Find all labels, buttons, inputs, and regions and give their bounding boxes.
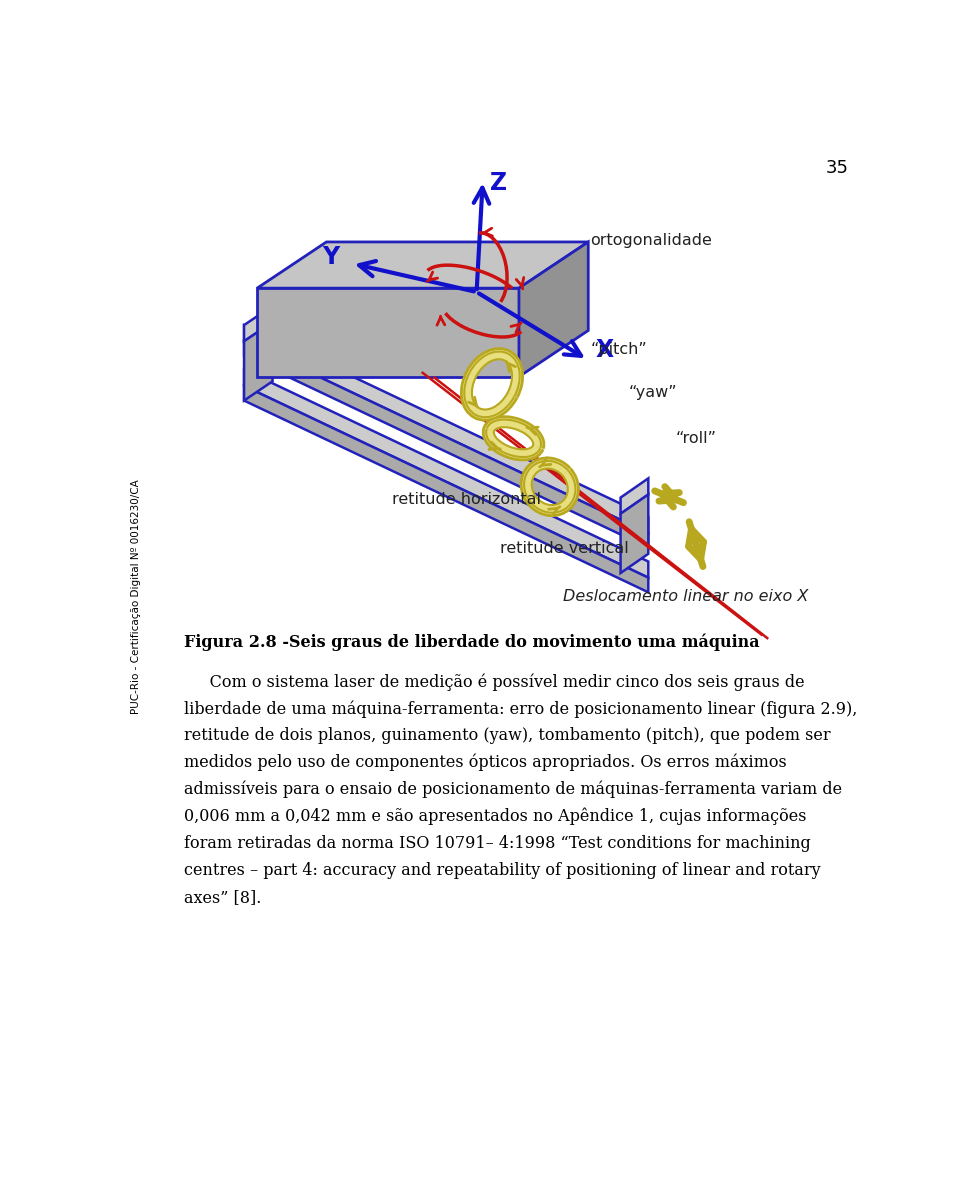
Text: X: X <box>596 338 614 362</box>
Text: Z: Z <box>491 171 508 195</box>
Text: PUC-Rio - Certificação Digital Nº 0016230/CA: PUC-Rio - Certificação Digital Nº 001623… <box>132 480 141 714</box>
Text: medidos pelo uso de componentes ópticos apropriados. Os erros máximos: medidos pelo uso de componentes ópticos … <box>184 754 787 772</box>
Text: Y: Y <box>323 246 340 269</box>
Polygon shape <box>519 242 588 377</box>
Text: Figura 2.8 -Seis graus de liberdade do movimento uma máquina: Figura 2.8 -Seis graus de liberdade do m… <box>184 634 759 650</box>
Polygon shape <box>244 370 648 578</box>
Polygon shape <box>244 306 273 342</box>
Text: Com o sistema laser de medição é possível medir cinco dos seis graus de: Com o sistema laser de medição é possíve… <box>184 673 804 690</box>
Text: foram retiradas da norma ISO 10791– 4:1998 “Test conditions for machining: foram retiradas da norma ISO 10791– 4:19… <box>184 834 811 852</box>
Text: “pitch”: “pitch” <box>590 343 647 357</box>
Polygon shape <box>244 325 648 533</box>
Text: ortogonalidade: ortogonalidade <box>590 233 712 248</box>
Text: retitude de dois planos, guinamento (yaw), tombamento (pitch), que podem ser: retitude de dois planos, guinamento (yaw… <box>184 727 830 743</box>
Text: admissíveis para o ensaio de posicionamento de máquinas-ferramenta variam de: admissíveis para o ensaio de posicioname… <box>184 781 842 798</box>
Text: Deslocamento linear no eixo X: Deslocamento linear no eixo X <box>563 589 808 604</box>
Text: retitude horizontal: retitude horizontal <box>392 493 540 507</box>
Polygon shape <box>257 242 588 288</box>
Text: liberdade de uma máquina-ferramenta: erro de posicionamento linear (figura 2.9),: liberdade de uma máquina-ferramenta: err… <box>184 700 857 717</box>
Text: centres – part 4: accuracy and repeatability of positioning of linear and rotary: centres – part 4: accuracy and repeatabi… <box>184 862 821 878</box>
Polygon shape <box>620 479 648 514</box>
Polygon shape <box>620 494 648 573</box>
Text: 0,006 mm a 0,042 mm e são apresentados no Apêndice 1, cujas informações: 0,006 mm a 0,042 mm e são apresentados n… <box>184 807 806 825</box>
Polygon shape <box>244 342 648 547</box>
Text: axes” [8].: axes” [8]. <box>184 889 261 905</box>
Text: “yaw”: “yaw” <box>629 384 678 400</box>
Polygon shape <box>244 387 648 592</box>
Text: retitude vertical: retitude vertical <box>500 541 629 556</box>
Text: 35: 35 <box>826 158 849 177</box>
Polygon shape <box>244 322 273 401</box>
Polygon shape <box>257 288 519 377</box>
Text: “roll”: “roll” <box>675 430 716 446</box>
